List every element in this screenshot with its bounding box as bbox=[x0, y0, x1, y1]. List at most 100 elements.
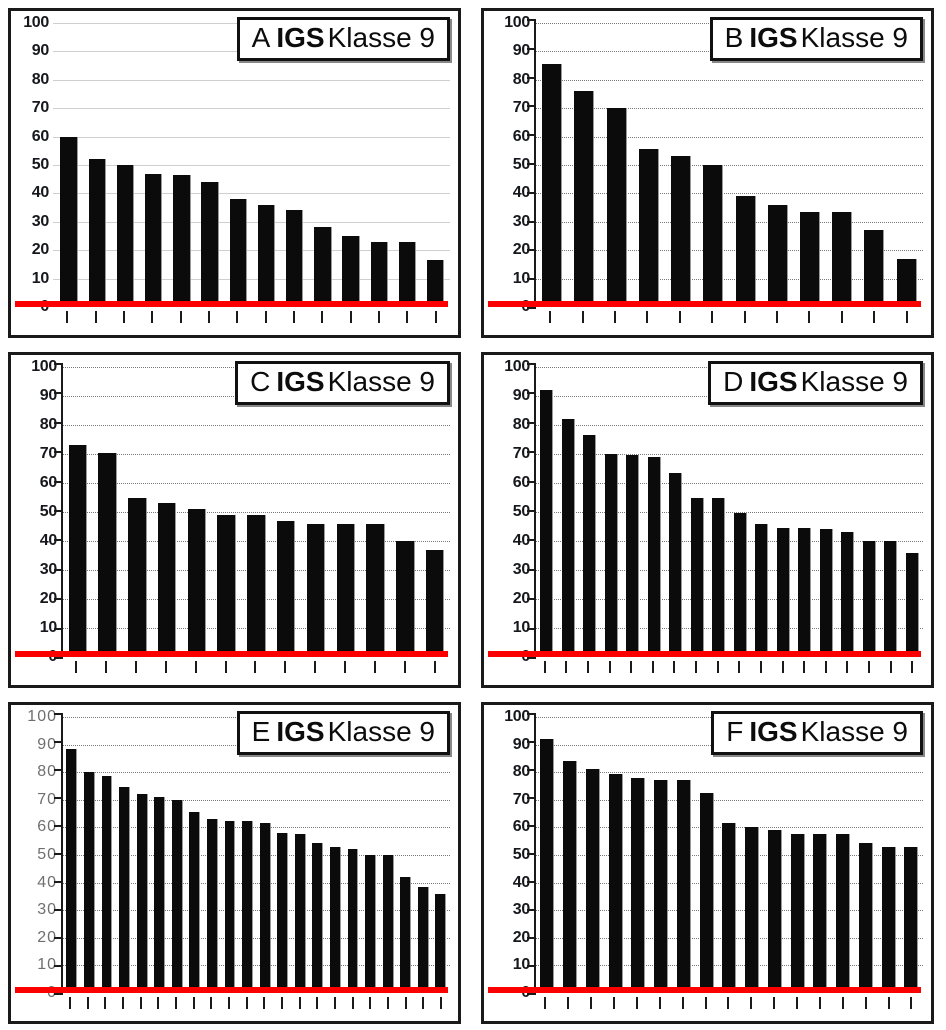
y-axis-tick-label: 30 bbox=[31, 212, 50, 230]
x-axis-tick-mark bbox=[651, 661, 654, 673]
gridline bbox=[534, 79, 923, 81]
bar-slot bbox=[762, 23, 794, 307]
x-axis-tick-mark bbox=[773, 997, 776, 1009]
y-axis-tick-label: 50 bbox=[37, 846, 57, 863]
x-axis-tick-wrap bbox=[238, 997, 256, 1009]
bar-slot bbox=[877, 717, 900, 993]
bar-slot bbox=[252, 23, 280, 307]
y-axis-tick-mark bbox=[54, 421, 63, 424]
panel-cell-f: 0 10 20 30 40 50 60 70 80 90 100 F IGS Klasse 9 bbox=[473, 694, 946, 1030]
x-axis-tick-wrap bbox=[603, 997, 626, 1009]
bar bbox=[767, 204, 788, 307]
bar-slot bbox=[600, 23, 632, 307]
bar bbox=[398, 241, 417, 307]
x-axis-tick-mark bbox=[738, 661, 741, 673]
bar bbox=[365, 855, 377, 993]
plot-area bbox=[54, 713, 450, 995]
bar bbox=[98, 452, 117, 657]
x-axis-tick-wrap bbox=[166, 311, 194, 323]
gridline bbox=[61, 855, 450, 856]
x-axis-tick-wrap bbox=[534, 997, 557, 1009]
bar-slot bbox=[880, 367, 902, 657]
bar bbox=[563, 761, 578, 993]
y-axis-tick-mark bbox=[527, 19, 536, 21]
y-axis-tick-mark bbox=[527, 657, 536, 659]
x-axis-tick-mark bbox=[803, 661, 806, 673]
x-axis-tick-wrap bbox=[900, 997, 923, 1009]
x-axis-tick-mark bbox=[280, 997, 283, 1009]
bar-slot bbox=[536, 367, 558, 657]
y-axis-tick-mark bbox=[54, 993, 63, 995]
y-axis-tick-mark bbox=[54, 965, 63, 967]
y-axis-tick-mark bbox=[54, 853, 63, 855]
bar-slot bbox=[362, 717, 380, 993]
y-axis-tick-label: 60 bbox=[37, 818, 57, 836]
bar bbox=[128, 497, 147, 657]
y-axis-tick-mark bbox=[527, 539, 536, 542]
gridline bbox=[53, 250, 450, 252]
x-axis-tick-wrap bbox=[728, 311, 760, 323]
bar bbox=[676, 780, 691, 993]
y-axis-tick-label: 100 bbox=[504, 358, 530, 375]
bar-slot bbox=[83, 23, 111, 307]
x-axis-tick-mark bbox=[386, 997, 389, 1009]
y-axis-tick-label: 0 bbox=[40, 298, 49, 315]
x-axis-tick-mark bbox=[333, 997, 336, 1009]
bar-series bbox=[536, 367, 923, 657]
panel-cell-a: 0 10 20 30 40 50 60 70 80 90 100 A IGS Klasse 9 bbox=[0, 0, 473, 344]
y-axis-line bbox=[527, 19, 536, 309]
bar bbox=[259, 823, 271, 993]
panel-cell-e: 0 10 20 30 40 50 60 70 80 90 100 E IGS Klasse 9 bbox=[0, 694, 473, 1030]
gridline bbox=[61, 425, 450, 426]
bar bbox=[735, 196, 756, 307]
x-axis-tick-mark bbox=[864, 997, 867, 1009]
x-axis-tick-wrap bbox=[220, 997, 238, 1009]
x-axis-tick-wrap bbox=[251, 311, 279, 323]
x-axis-tick-mark bbox=[377, 311, 380, 323]
bar-slot bbox=[832, 717, 855, 993]
x-axis-tick-wrap bbox=[432, 997, 450, 1009]
y-axis-tick-mark bbox=[54, 937, 63, 939]
x-axis-tick-wrap bbox=[361, 997, 379, 1009]
x-axis-tick-mark bbox=[264, 311, 267, 323]
bar-series bbox=[55, 23, 450, 307]
x-axis-tick-mark bbox=[298, 997, 301, 1009]
x-axis-tick-wrap bbox=[344, 997, 362, 1009]
panel-letter: B bbox=[724, 22, 744, 53]
x-axis-tick-mark bbox=[808, 311, 811, 323]
bar-slot bbox=[133, 717, 151, 993]
bar-slot bbox=[708, 367, 730, 657]
y-axis-tick-label: 50 bbox=[512, 503, 531, 520]
bar-slot bbox=[55, 23, 83, 307]
x-axis-tick-mark bbox=[292, 311, 295, 323]
x-axis-tick-mark bbox=[406, 311, 409, 323]
plot-area bbox=[53, 23, 450, 307]
bar-slot bbox=[186, 717, 204, 993]
y-axis-tick-label: 20 bbox=[512, 241, 531, 259]
bar bbox=[638, 149, 659, 307]
x-axis-tick-mark bbox=[841, 997, 844, 1009]
y-axis-tick-label: 30 bbox=[37, 901, 57, 919]
bar-series bbox=[63, 367, 450, 657]
x-axis-tick-wrap bbox=[772, 661, 794, 673]
y-axis-tick-mark bbox=[527, 220, 536, 223]
y-axis-line bbox=[527, 363, 536, 659]
bar bbox=[703, 165, 724, 307]
bar bbox=[306, 523, 326, 657]
bar bbox=[561, 419, 575, 657]
x-axis-tick-wrap bbox=[599, 661, 621, 673]
y-axis-tick-label: 30 bbox=[512, 901, 531, 919]
bar-slot bbox=[773, 367, 795, 657]
x-axis-tick-wrap bbox=[599, 311, 631, 323]
bar-slot bbox=[650, 717, 673, 993]
bar bbox=[277, 832, 289, 993]
x-axis-tick-mark bbox=[678, 311, 681, 323]
y-axis-tick-label: 10 bbox=[512, 619, 531, 636]
bar bbox=[425, 549, 445, 657]
bar-slot bbox=[855, 717, 878, 993]
y-axis-tick-label: 70 bbox=[512, 790, 531, 808]
y-axis-tick-label: 10 bbox=[31, 269, 50, 287]
y-axis-tick-mark bbox=[527, 480, 536, 483]
bar bbox=[858, 842, 873, 993]
